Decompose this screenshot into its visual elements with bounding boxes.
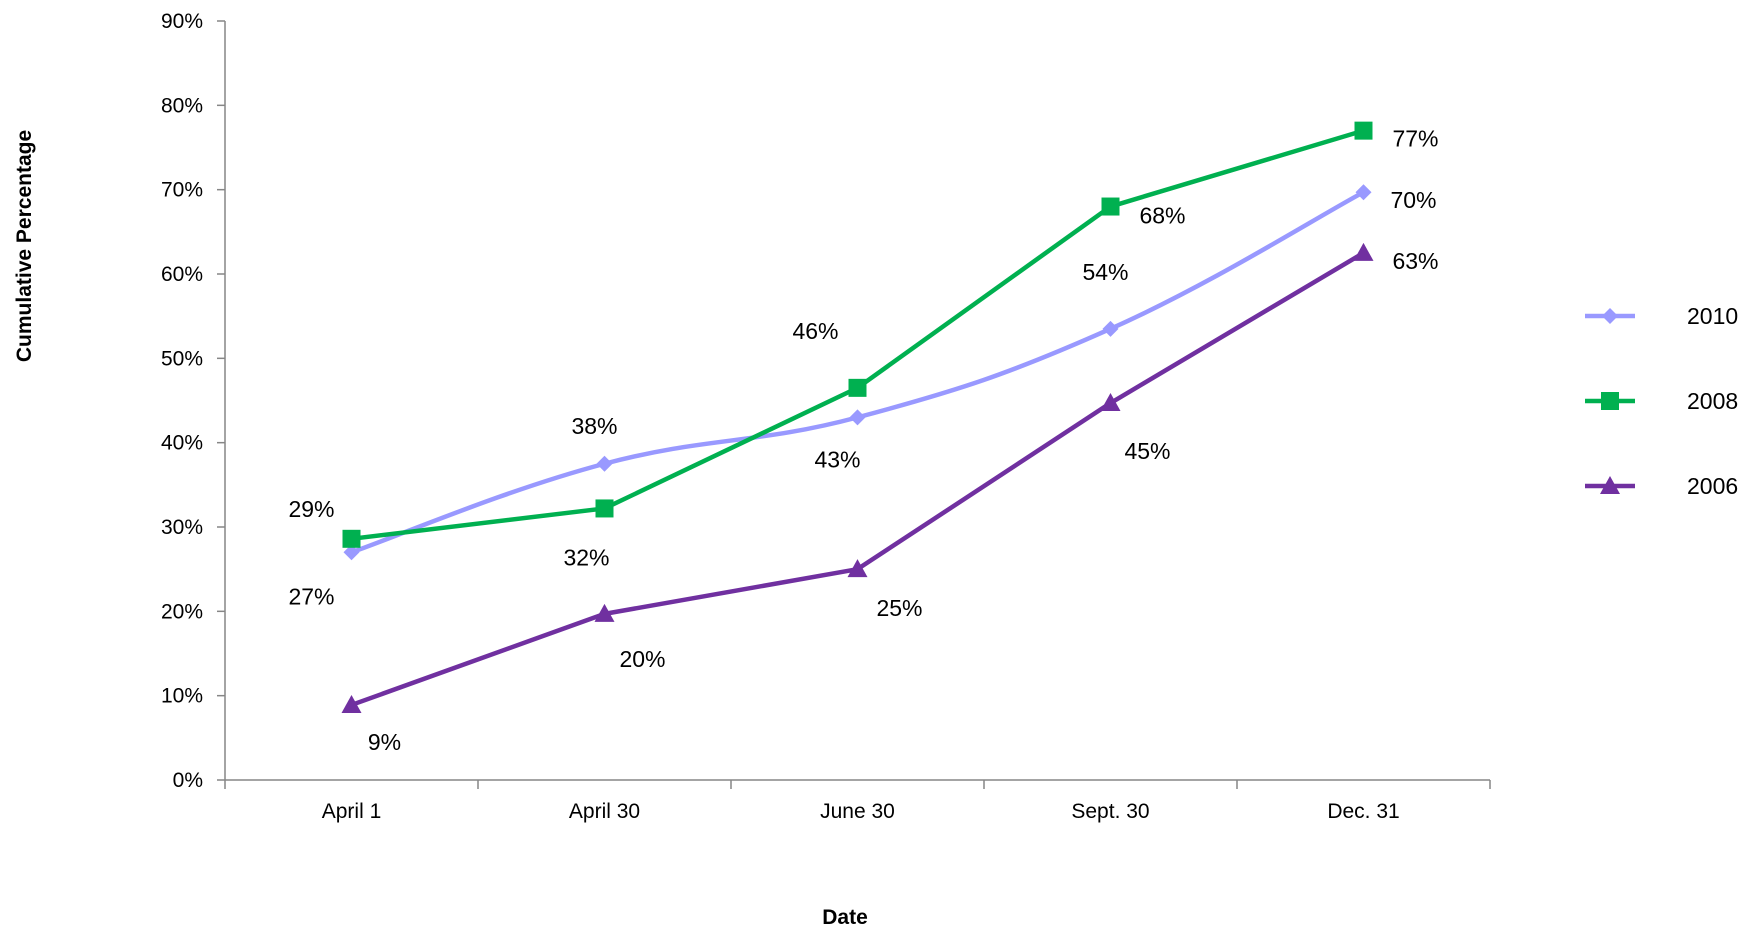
data-label: 20% — [619, 646, 665, 672]
y-tick-label: 60% — [161, 263, 203, 286]
legend-marker — [1602, 308, 1618, 324]
x-tick-label: Dec. 31 — [1327, 800, 1399, 823]
data-label: 46% — [792, 318, 838, 344]
data-point — [343, 544, 360, 561]
data-point — [1353, 242, 1374, 261]
data-label: 32% — [563, 544, 609, 570]
legend-item-2008: 2008 — [1585, 388, 1738, 414]
data-point — [342, 529, 361, 548]
data-label: 70% — [1390, 187, 1436, 213]
data-label: 25% — [876, 595, 922, 621]
legend: 2010 2008 2006 — [1585, 303, 1738, 499]
legend-item-2006: 2006 — [1585, 473, 1738, 499]
data-point — [848, 378, 867, 397]
y-tick-label: 70% — [161, 179, 203, 202]
series-2008 — [342, 121, 1373, 548]
series-2010 — [343, 184, 1372, 561]
data-point — [594, 603, 615, 622]
x-tick-label: April 30 — [569, 800, 640, 823]
series-2006 — [341, 242, 1374, 713]
legend-item-2010: 2010 — [1585, 303, 1738, 329]
legend-marker — [1601, 392, 1619, 410]
data-label: 29% — [288, 496, 334, 522]
data-point — [1355, 184, 1372, 201]
data-label: 27% — [288, 583, 334, 609]
data-label: 38% — [571, 413, 617, 439]
data-point — [595, 499, 614, 518]
legend-label: 2010 — [1687, 303, 1738, 329]
series-line — [350, 250, 1365, 708]
data-point — [1354, 121, 1373, 140]
data-label: 45% — [1124, 438, 1170, 464]
data-label: 77% — [1392, 126, 1438, 152]
data-label: 63% — [1392, 248, 1438, 274]
y-tick-label: 40% — [161, 432, 203, 455]
data-labels: 27% 38% 43% 54% 70% 29% 32% 46% 68% 77% 9% 20% 25% 45… — [288, 126, 1438, 755]
series-line — [350, 190, 1365, 555]
y-axis-title: Cumulative Percentage — [13, 130, 36, 362]
y-tick-label: 0% — [173, 769, 203, 792]
data-point — [849, 409, 866, 426]
data-point — [1102, 320, 1119, 337]
data-point — [1101, 197, 1120, 216]
data-label: 43% — [814, 446, 860, 472]
y-tick-label: 80% — [161, 94, 203, 117]
data-label: 9% — [368, 729, 401, 755]
series-layer — [341, 121, 1374, 713]
x-tick-label: Sept. 30 — [1071, 800, 1149, 823]
y-tick-label: 30% — [161, 516, 203, 539]
y-tick-label: 10% — [161, 685, 203, 708]
data-label: 54% — [1082, 259, 1128, 285]
axes: 0% 10% 20% 30% 40% 50% 60% 70% 80% 90% April 1 Apri… — [161, 10, 1491, 823]
data-point — [847, 559, 868, 578]
x-axis-title: Date — [822, 906, 868, 929]
x-tick-label: April 1 — [322, 800, 382, 823]
y-tick-label: 90% — [161, 10, 203, 33]
legend-label: 2008 — [1687, 388, 1738, 414]
legend-label: 2006 — [1687, 473, 1738, 499]
data-point — [341, 694, 362, 713]
x-tick-label: June 30 — [820, 800, 895, 823]
y-tick-label: 50% — [161, 347, 203, 370]
legend-marker — [1600, 476, 1620, 494]
data-label: 68% — [1139, 203, 1185, 229]
data-point — [596, 455, 613, 472]
series-line — [351, 128, 1365, 542]
y-tick-label: 20% — [161, 600, 203, 623]
data-point — [1100, 393, 1121, 412]
